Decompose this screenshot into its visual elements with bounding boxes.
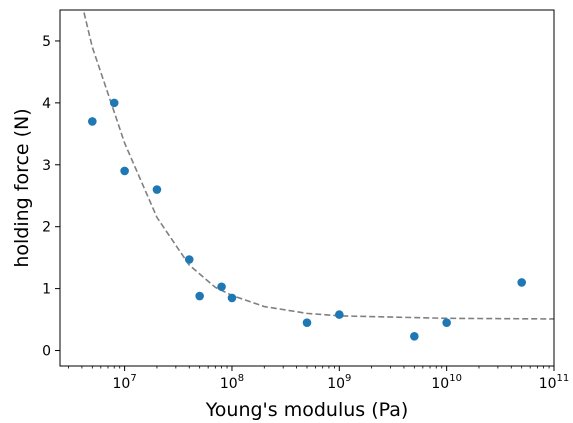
y-tick-label: 1 xyxy=(42,282,51,298)
x-tick-label: 107 xyxy=(113,373,137,392)
fit-curve xyxy=(82,10,554,320)
x-axis-ticks: 107 108 109 1010 1011 xyxy=(68,366,569,392)
data-point xyxy=(227,293,237,303)
y-tick-label: 3 xyxy=(42,158,51,174)
data-point xyxy=(217,282,226,292)
data-point xyxy=(120,166,129,176)
data-point xyxy=(442,318,451,327)
x-tick-label: 109 xyxy=(327,373,351,392)
data-point xyxy=(195,291,204,301)
data-point xyxy=(184,255,194,264)
x-tick-label: 1010 xyxy=(431,373,462,392)
data-points-layer xyxy=(88,98,526,341)
data-point xyxy=(517,278,526,287)
x-axis-label: Young's modulus (Pa) xyxy=(205,399,409,421)
data-point xyxy=(109,98,119,108)
y-axis-ticks: 0 1 2 3 4 5 xyxy=(42,34,60,360)
y-tick-label: 5 xyxy=(42,34,51,50)
y-axis-label: holding force (N) xyxy=(11,108,33,267)
data-point xyxy=(88,117,97,126)
data-point xyxy=(152,185,162,194)
x-tick-label: 108 xyxy=(220,373,244,392)
y-tick-label: 4 xyxy=(42,96,51,112)
fit-curve-layer xyxy=(82,10,554,320)
y-tick-label: 0 xyxy=(42,344,51,360)
data-point xyxy=(410,331,419,341)
data-point xyxy=(335,310,344,319)
x-tick-label: 1011 xyxy=(539,373,570,392)
data-point xyxy=(302,318,312,327)
y-tick-label: 2 xyxy=(42,220,51,236)
